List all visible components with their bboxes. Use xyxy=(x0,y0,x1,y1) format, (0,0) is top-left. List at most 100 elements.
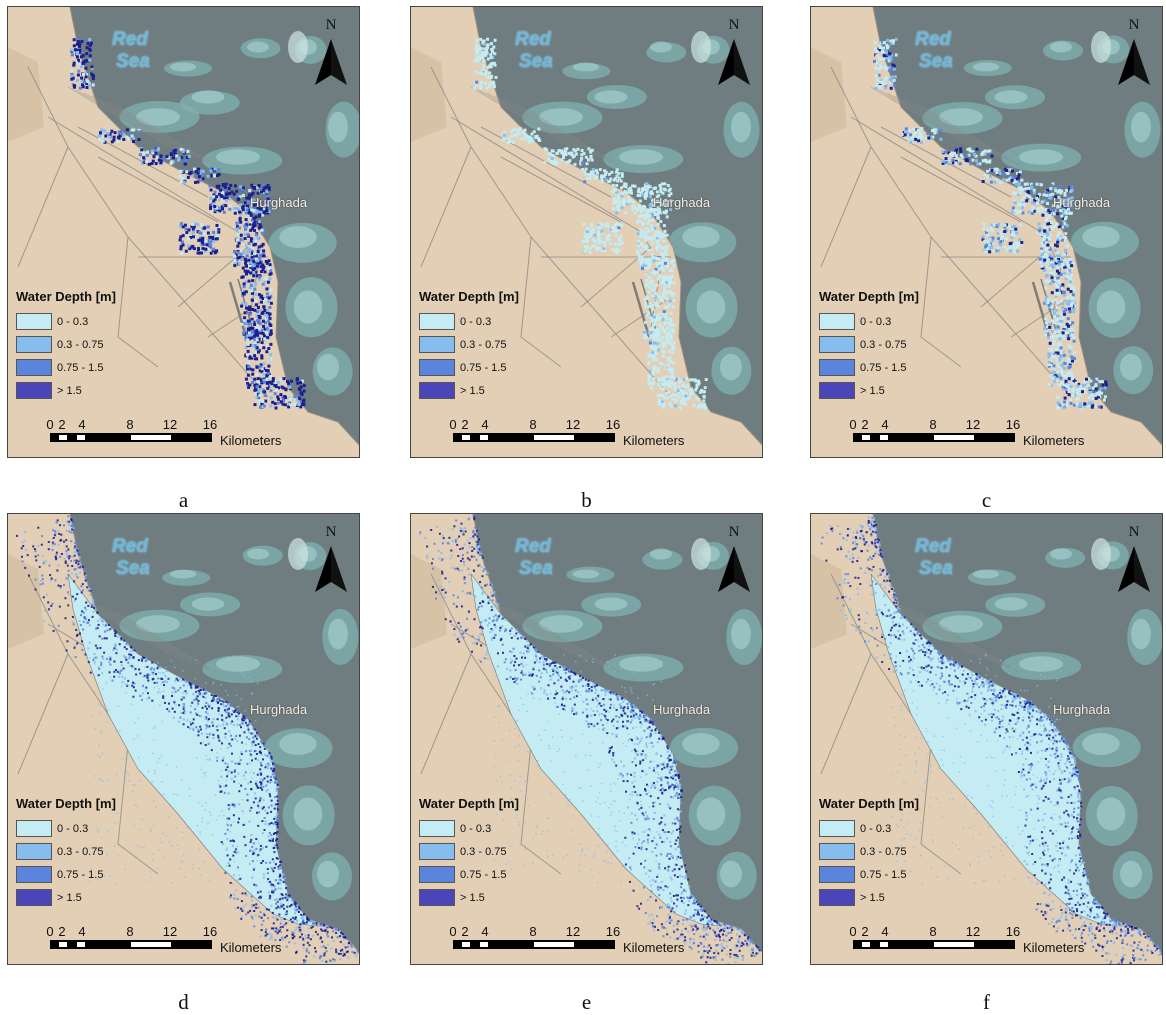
scale-tick-label: 4 xyxy=(481,924,488,939)
legend-label: 0.75 - 1.5 xyxy=(57,362,103,374)
scale-tick-label: 8 xyxy=(929,924,936,939)
legend-label: > 1.5 xyxy=(57,892,82,904)
scale-tick-label: 0 xyxy=(849,924,856,939)
city-label: Hurghada xyxy=(653,702,710,717)
scale-tick-label: 8 xyxy=(929,417,936,432)
legend-swatch xyxy=(16,359,52,376)
scale-tick-label: 16 xyxy=(203,417,217,432)
legend-label: > 1.5 xyxy=(460,892,485,904)
scale-tick-label: 16 xyxy=(1006,417,1020,432)
scale-tick-label: 8 xyxy=(529,924,536,939)
legend-swatch xyxy=(819,866,855,883)
north-arrow-icon xyxy=(313,17,349,87)
legend-item: 0.3 - 0.75 xyxy=(16,840,116,863)
panel-caption: e xyxy=(410,990,763,1015)
legend-item: 0 - 0.3 xyxy=(819,817,919,840)
scale-tick-label: 12 xyxy=(966,924,980,939)
legend-item: 0 - 0.3 xyxy=(419,817,519,840)
scale-tick-label: 4 xyxy=(881,924,888,939)
legend-item: 0.3 - 0.75 xyxy=(819,840,919,863)
scale-tick-label: 12 xyxy=(566,417,580,432)
legend-item: > 1.5 xyxy=(16,379,116,402)
legend-label: 0.75 - 1.5 xyxy=(57,869,103,881)
city-label: Hurghada xyxy=(1053,702,1110,717)
legend-label: 0.3 - 0.75 xyxy=(460,339,506,351)
legend-items: 0 - 0.3 0.3 - 0.75 0.75 - 1.5 > 1.5 xyxy=(16,817,116,909)
legend-swatch xyxy=(819,359,855,376)
legend-label: 0.3 - 0.75 xyxy=(860,846,906,858)
north-arrow-icon xyxy=(1116,17,1152,87)
legend-swatch xyxy=(419,866,455,883)
legend-swatch xyxy=(819,313,855,330)
scale-tick-label: 4 xyxy=(881,417,888,432)
legend-label: 0 - 0.3 xyxy=(460,823,491,835)
legend-swatch xyxy=(819,382,855,399)
north-arrow-icon xyxy=(1116,524,1152,594)
legend-label: 0 - 0.3 xyxy=(57,823,88,835)
scale-tick-label: 0 xyxy=(449,924,456,939)
scale-units: Kilometers xyxy=(220,433,281,448)
sea-label: Red Sea xyxy=(515,29,553,73)
legend-label: 0.75 - 1.5 xyxy=(860,362,906,374)
legend-swatch xyxy=(16,843,52,860)
legend-item: > 1.5 xyxy=(419,379,519,402)
scale-tick-label: 2 xyxy=(461,417,468,432)
north-arrow-icon xyxy=(716,524,752,594)
city-label: Hurghada xyxy=(250,195,307,210)
legend-label: 0.3 - 0.75 xyxy=(860,339,906,351)
legend-item: 0.3 - 0.75 xyxy=(819,333,919,356)
panel-caption: d xyxy=(7,990,360,1015)
city-label: Hurghada xyxy=(653,195,710,210)
scale-tick-label: 2 xyxy=(58,417,65,432)
legend-label: 0.75 - 1.5 xyxy=(460,869,506,881)
legend-item: 0.75 - 1.5 xyxy=(16,356,116,379)
legend-item: 0.75 - 1.5 xyxy=(819,356,919,379)
panel-caption: b xyxy=(410,488,763,513)
legend-label: 0 - 0.3 xyxy=(460,316,491,328)
sea-label-line-1: Red xyxy=(112,536,150,558)
scale-tick-label: 4 xyxy=(78,924,85,939)
legend-swatch xyxy=(819,889,855,906)
scale-tick-label: 2 xyxy=(461,924,468,939)
scale-tick-label: 16 xyxy=(606,417,620,432)
legend-label: 0 - 0.3 xyxy=(57,316,88,328)
legend-title: Water Depth [m] xyxy=(16,796,116,811)
north-arrow-icon xyxy=(716,17,752,87)
legend-swatch xyxy=(419,843,455,860)
legend-title: Water Depth [m] xyxy=(819,796,919,811)
sea-label-line-2: Sea xyxy=(915,51,953,73)
map-panel-f: Red Sea Hurghada N Water Depth [m] 0 - 0… xyxy=(810,513,1163,965)
legend-swatch xyxy=(419,313,455,330)
legend-item: 0.75 - 1.5 xyxy=(419,863,519,886)
sea-label-line-1: Red xyxy=(915,29,953,51)
sea-label-line-2: Sea xyxy=(515,51,553,73)
legend-swatch xyxy=(16,889,52,906)
sea-label: Red Sea xyxy=(515,536,553,580)
panel-caption: c xyxy=(810,488,1163,513)
scale-bar-graphic xyxy=(453,433,615,442)
north-arrow: N xyxy=(716,17,752,87)
legend-title: Water Depth [m] xyxy=(419,796,519,811)
legend-swatch xyxy=(419,382,455,399)
city-label: Hurghada xyxy=(1053,195,1110,210)
sea-label-line-2: Sea xyxy=(112,558,150,580)
legend: Water Depth [m] 0 - 0.3 0.3 - 0.75 0.75 - … xyxy=(16,796,116,909)
sea-label-line-2: Sea xyxy=(915,558,953,580)
scale-units: Kilometers xyxy=(1023,940,1084,955)
scale-tick-label: 2 xyxy=(58,924,65,939)
scale-bar-graphic xyxy=(50,940,212,949)
north-arrow: N xyxy=(313,524,349,594)
scale-tick-label: 8 xyxy=(126,417,133,432)
sea-label-line-1: Red xyxy=(515,536,553,558)
